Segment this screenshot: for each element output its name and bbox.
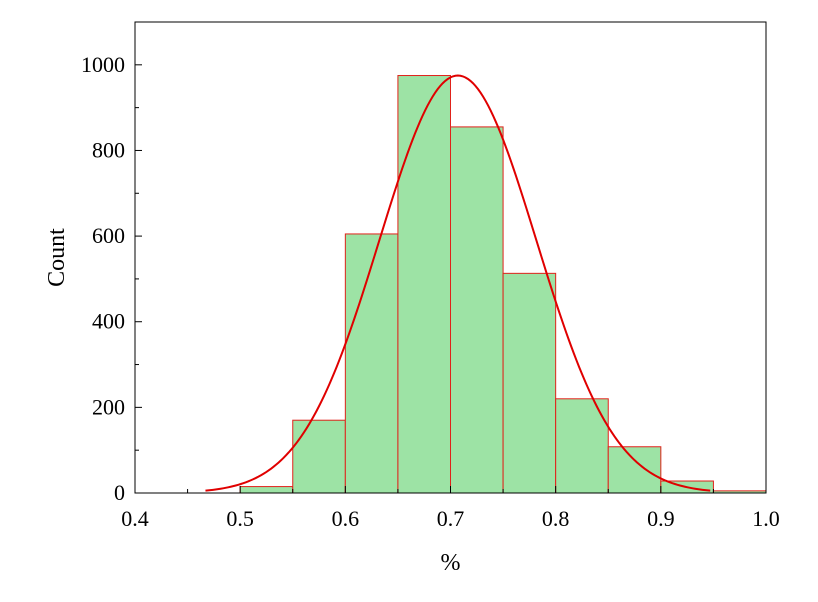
normal-fit-curve — [205, 74, 711, 492]
x-tick-label: 0.6 — [332, 506, 360, 531]
x-tick-label: 1.0 — [752, 506, 780, 531]
x-tick-labels: 0.4 0.5 0.6 0.7 0.8 0.9 1.0 — [121, 506, 780, 531]
y-tick-label: 800 — [92, 137, 125, 162]
y-axis-title: Count — [44, 228, 70, 287]
histogram-bars — [239, 75, 767, 494]
x-tick-label: 0.5 — [226, 506, 254, 531]
x-tick-label: 0.8 — [542, 506, 570, 531]
histogram-bar-5 — [450, 126, 504, 494]
histogram-bar-8 — [607, 446, 662, 494]
x-axis-title: % — [441, 550, 461, 576]
histogram-bar-2 — [292, 419, 346, 494]
y-tick-labels: 0 200 400 600 800 1000 — [81, 52, 125, 505]
x-tick-label: 0.9 — [647, 506, 675, 531]
histogram-bar-7 — [555, 398, 609, 494]
x-tick-label: 0.7 — [437, 506, 465, 531]
histogram-bar-6 — [502, 272, 557, 494]
histogram-bar-3 — [344, 233, 399, 494]
y-tick-label: 1000 — [81, 52, 125, 77]
histogram-bar-1 — [239, 486, 294, 494]
y-tick-label: 400 — [92, 309, 125, 334]
y-tick-label: 200 — [92, 394, 125, 419]
y-tick-label: 600 — [92, 223, 125, 248]
axis-ticks — [134, 21, 767, 494]
x-tick-label: 0.4 — [121, 506, 149, 531]
y-tick-label: 0 — [114, 480, 125, 505]
histogram-bar-4 — [397, 75, 451, 494]
